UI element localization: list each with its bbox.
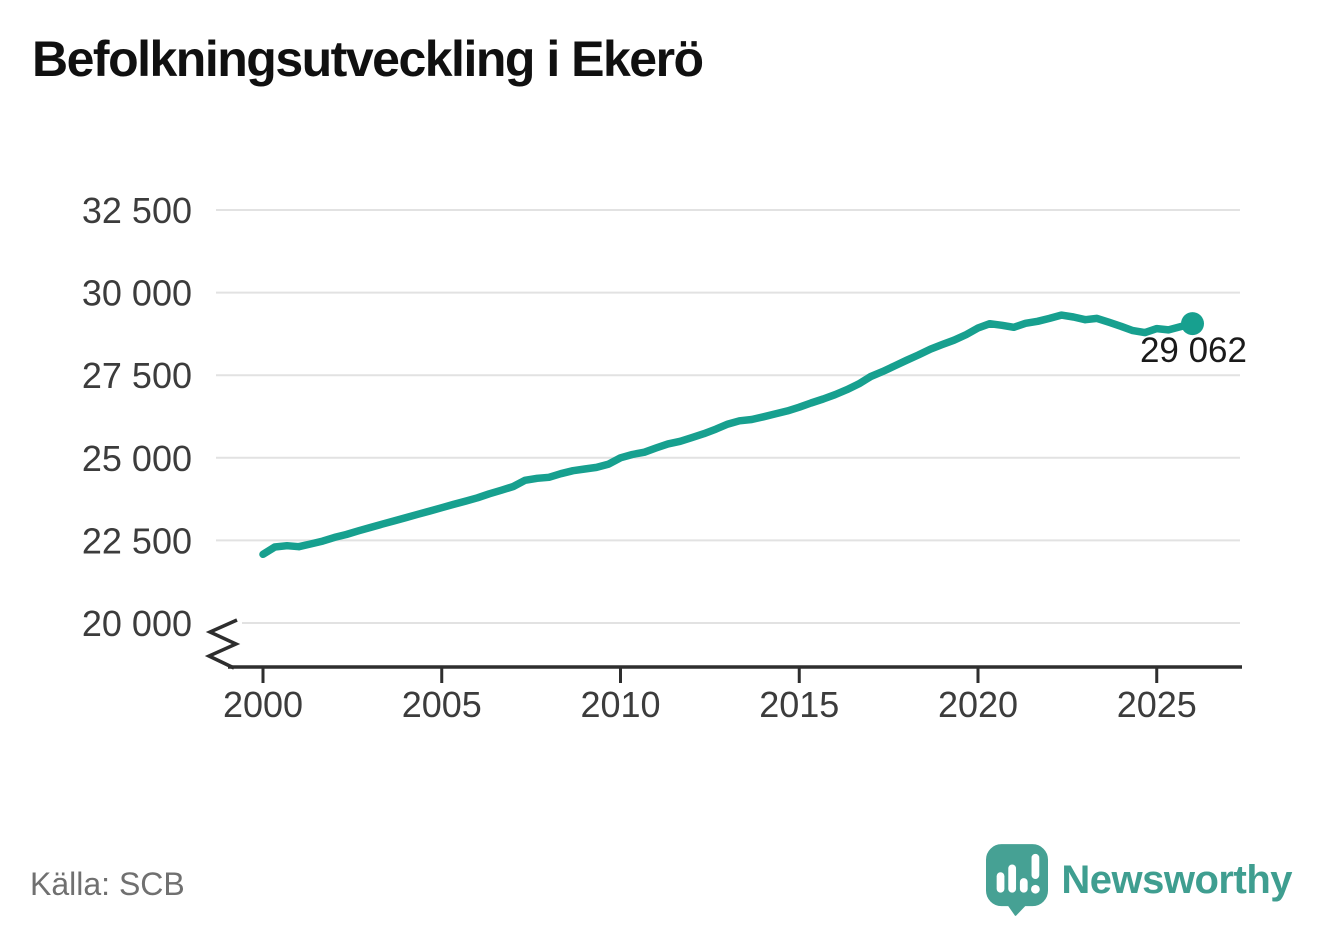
y-axis-label: 27 500	[82, 355, 192, 396]
y-axis-label: 30 000	[82, 273, 192, 314]
x-axis-label: 2005	[402, 684, 482, 725]
y-axis-label: 32 500	[82, 190, 192, 231]
population-line	[259, 311, 1197, 559]
x-axis-label: 2015	[759, 684, 839, 725]
logo-exclamation-dot	[1031, 884, 1041, 894]
logo-exclamation-bar	[1031, 853, 1040, 880]
y-axis-label: 20 000	[82, 603, 192, 644]
x-axis-label: 2010	[580, 684, 660, 725]
x-axis-label: 2020	[938, 684, 1018, 725]
x-axis-label: 2000	[223, 684, 303, 725]
logo-bar-1	[997, 872, 1005, 893]
logo-bar-3	[1020, 878, 1029, 893]
newsworthy-logo: Newsworthy	[986, 844, 1292, 916]
chart-title: Befolkningsutveckling i Ekerö	[32, 31, 704, 87]
x-axis-label: 2025	[1117, 684, 1197, 725]
y-axis-break-zigzag	[204, 618, 241, 670]
logo-bar-2	[1008, 864, 1017, 893]
y-axis-label: 25 000	[82, 438, 192, 479]
source-caption: Källa: SCB	[30, 866, 185, 902]
newsworthy-wordmark: Newsworthy	[1061, 857, 1292, 902]
latest-value-label: 29 062	[1140, 331, 1247, 370]
y-axis-label: 22 500	[82, 520, 192, 561]
latest-point-marker	[1181, 312, 1204, 336]
newsworthy-logo-icon	[986, 844, 1049, 916]
